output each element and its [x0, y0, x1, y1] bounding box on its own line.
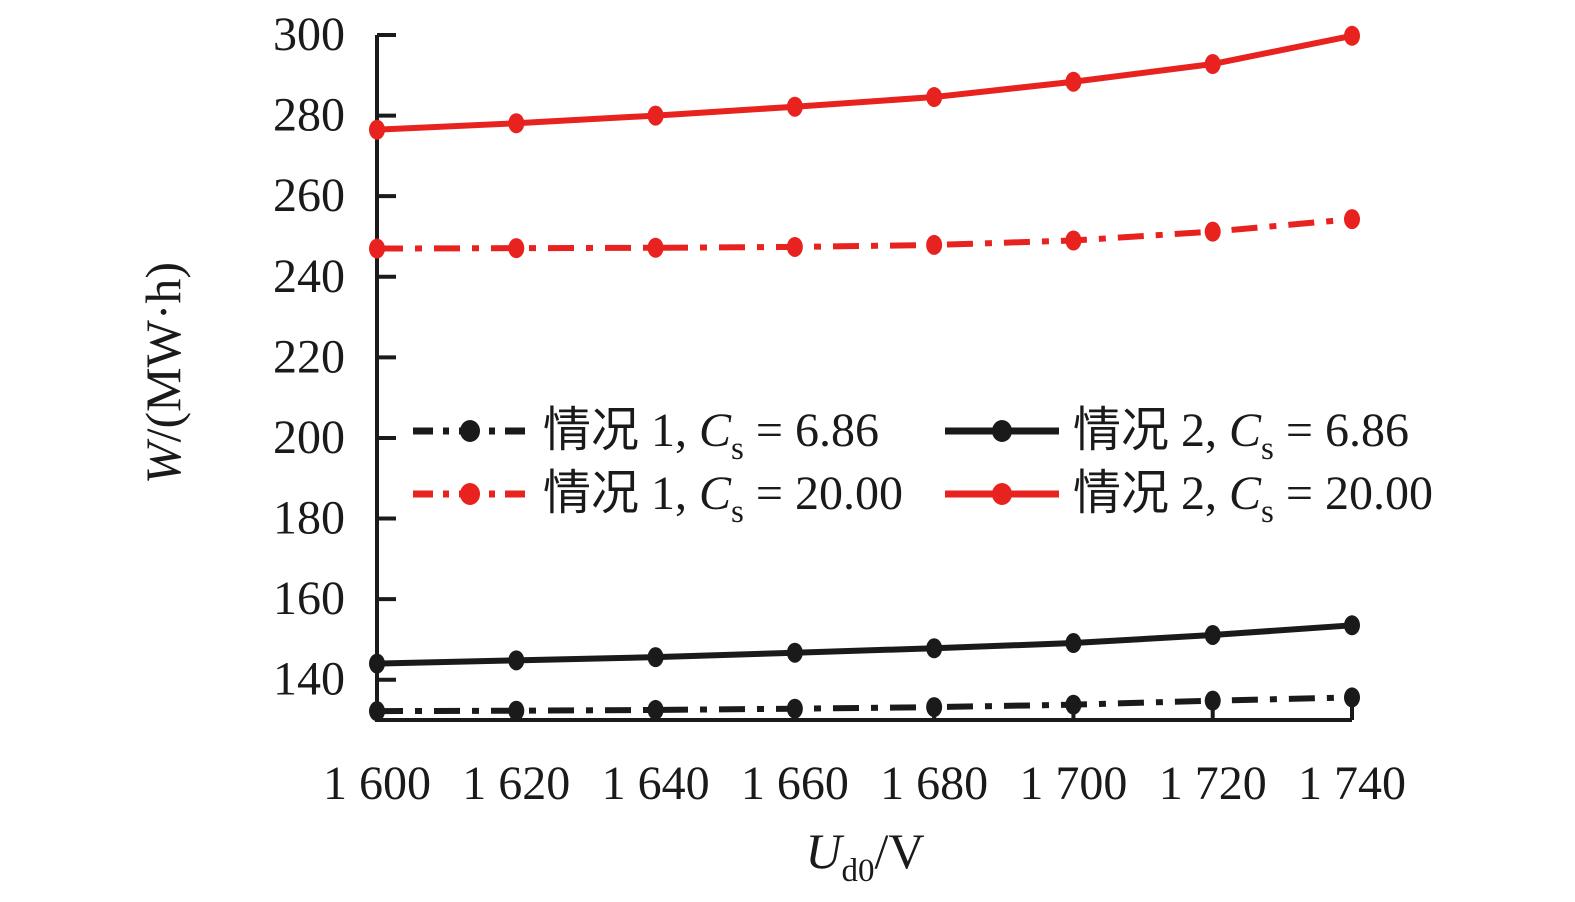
legend-sample-marker [460, 420, 480, 442]
data-point [926, 697, 943, 718]
data-point [369, 701, 385, 722]
x-tick-label: 1 640 [602, 757, 710, 810]
data-point [786, 96, 803, 117]
y-tick-label: 220 [273, 330, 345, 383]
data-point [647, 647, 664, 668]
data-point [786, 642, 803, 663]
data-point [508, 650, 525, 671]
x-tick-label: 1 700 [1019, 757, 1127, 810]
data-point [647, 237, 664, 258]
x-tick-label: 1 740 [1298, 757, 1406, 810]
data-point [1204, 221, 1221, 242]
data-point [1344, 615, 1360, 636]
data-point [647, 105, 664, 126]
data-point [786, 698, 803, 719]
x-tick-label: 1 720 [1159, 757, 1267, 810]
x-tick-label: 1 620 [462, 757, 570, 810]
data-point [1344, 687, 1360, 708]
x-axis-title: Ud0/V [805, 823, 924, 889]
x-tick-label: 1 680 [880, 757, 988, 810]
series-line-2 [376, 622, 1353, 667]
data-point [1065, 694, 1082, 715]
data-point [1065, 230, 1082, 251]
data-point [508, 700, 525, 721]
data-point [1344, 25, 1360, 46]
y-axis-title: W/(MW·h) [135, 262, 191, 484]
legend-item-3: 情况 2, Cs = 20.00 [945, 467, 1433, 530]
series-line-3 [376, 32, 1353, 133]
data-point [369, 119, 385, 140]
y-tick-label: 160 [273, 572, 345, 625]
data-point [1204, 54, 1221, 75]
y-tick-label: 280 [273, 89, 345, 142]
data-point [786, 236, 803, 257]
x-tick-label: 1 660 [741, 757, 849, 810]
legend-label: 情况 2, Cs = 6.86 [1073, 404, 1409, 467]
data-point [369, 238, 385, 259]
y-tick-label: 140 [273, 653, 345, 706]
legend-item-1: 情况 1, Cs = 20.00 [413, 467, 903, 530]
data-point [926, 638, 943, 659]
data-point [508, 113, 525, 134]
y-tick-label: 180 [273, 492, 345, 545]
legend-sample-marker [992, 483, 1012, 505]
y-tick-label: 260 [273, 169, 345, 222]
legend-label: 情况 2, Cs = 20.00 [1073, 467, 1433, 530]
data-point [926, 87, 943, 108]
y-tick-label: 240 [273, 250, 345, 303]
data-point [1065, 633, 1082, 654]
legend-sample-marker [992, 420, 1012, 442]
x-tick-label: 1 600 [323, 757, 431, 810]
series-line-0 [376, 694, 1353, 715]
series-line-1 [376, 216, 1353, 252]
data-point [1204, 624, 1221, 645]
data-point [1065, 71, 1082, 92]
legend-item-0: 情况 1, Cs = 6.86 [413, 404, 879, 467]
data-point [508, 238, 525, 259]
y-tick-label: 200 [273, 411, 345, 464]
legend-label: 情况 1, Cs = 20.00 [543, 467, 903, 530]
data-point [1344, 209, 1360, 230]
data-point [1204, 690, 1221, 711]
y-tick-label: 300 [273, 8, 345, 61]
data-point [926, 234, 943, 255]
data-point [647, 699, 664, 720]
legend-sample-marker [460, 483, 480, 505]
legend-label: 情况 1, Cs = 6.86 [543, 404, 879, 467]
data-point [369, 653, 385, 674]
legend-item-2: 情况 2, Cs = 6.86 [945, 404, 1409, 467]
